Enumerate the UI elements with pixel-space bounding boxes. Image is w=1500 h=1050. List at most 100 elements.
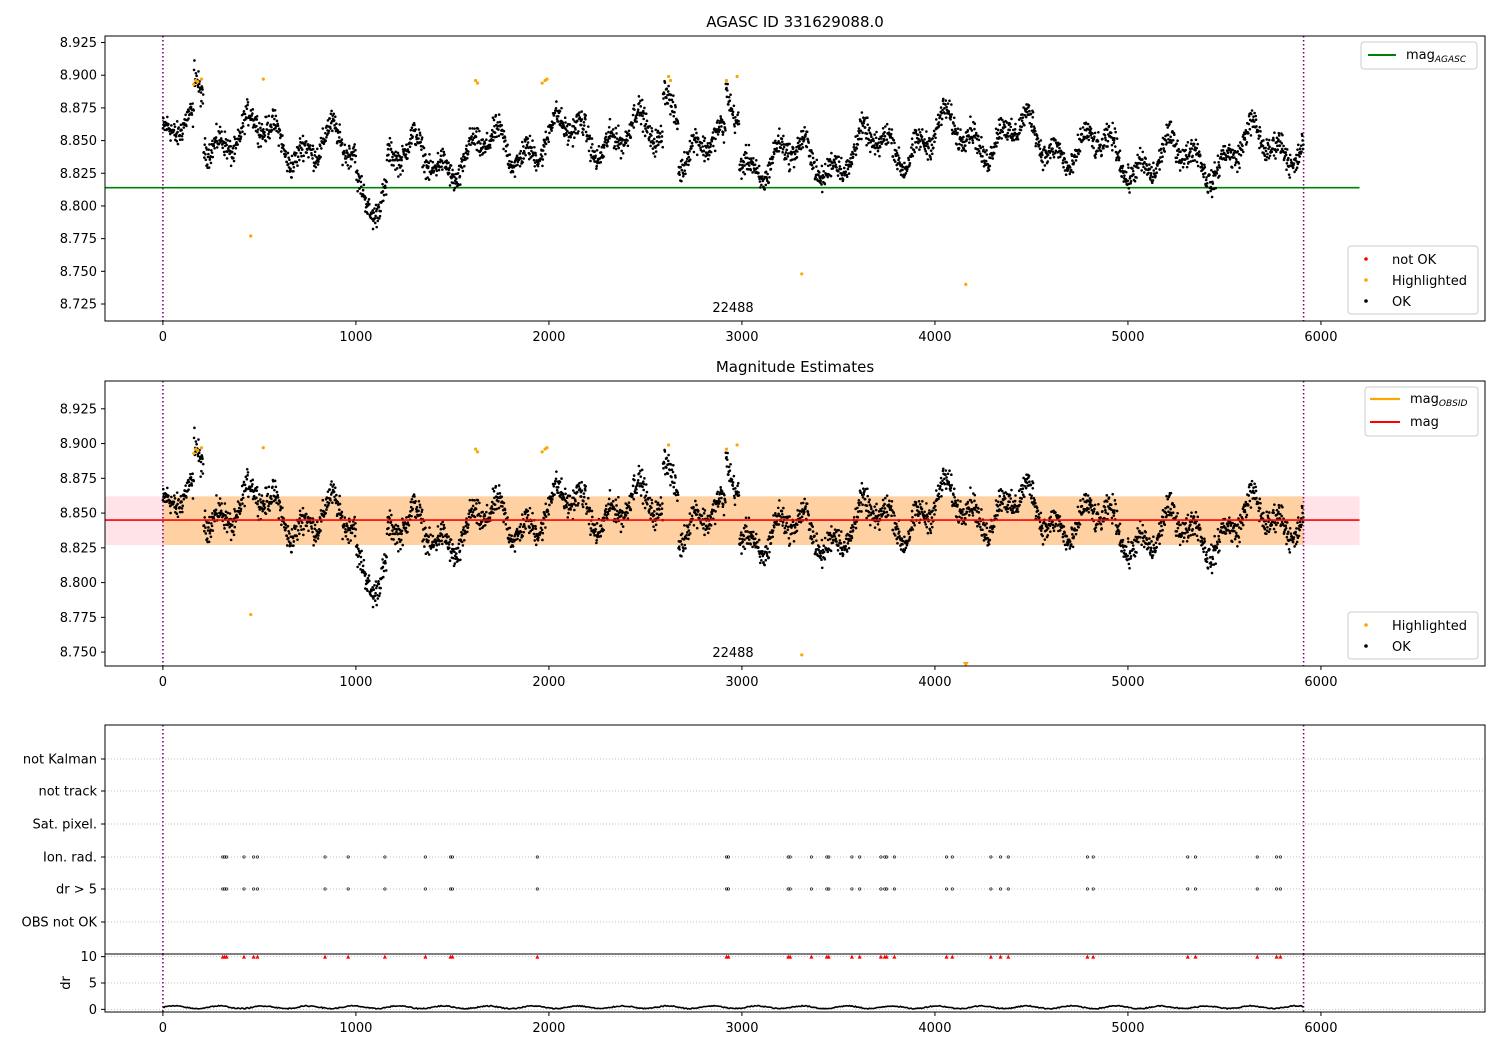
ok-point <box>1165 123 1168 127</box>
panel-agasc-ok-points <box>161 59 1305 231</box>
ok-point <box>642 117 645 121</box>
ok-point <box>359 568 362 571</box>
ok-point <box>798 512 801 516</box>
ok-point <box>693 511 697 514</box>
ok-point <box>203 509 207 513</box>
ok-point <box>688 512 692 515</box>
ok-point <box>438 534 442 538</box>
ok-point <box>392 164 395 167</box>
ok-point <box>563 487 567 491</box>
ok-point <box>720 125 723 128</box>
ok-point <box>977 149 981 153</box>
ok-point <box>686 531 689 534</box>
ok-point <box>925 152 929 156</box>
ok-point <box>497 484 501 487</box>
ok-point <box>612 133 615 137</box>
ok-point <box>204 152 207 156</box>
ok-point <box>182 126 186 129</box>
ok-point <box>235 140 238 144</box>
ok-point <box>635 116 638 120</box>
ok-point <box>725 455 728 459</box>
ok-point <box>1265 138 1269 141</box>
ok-point <box>1112 139 1116 142</box>
ok-point <box>1253 111 1256 115</box>
ok-point <box>479 514 482 518</box>
ok-point <box>666 90 670 93</box>
ok-point <box>716 119 720 122</box>
ok-point <box>1172 133 1176 137</box>
ok-point <box>194 440 198 443</box>
ok-point <box>428 526 431 529</box>
ok-point <box>1272 154 1276 157</box>
ok-point <box>454 177 458 180</box>
ok-point <box>320 147 323 150</box>
ok-point <box>739 531 743 534</box>
ok-point <box>1274 157 1277 160</box>
ok-point <box>450 551 453 555</box>
ok-point <box>765 552 769 555</box>
ok-point <box>522 157 526 160</box>
ok-point <box>236 515 240 519</box>
ok-point <box>1075 155 1079 159</box>
ok-point <box>1091 132 1094 135</box>
ok-point <box>241 502 244 505</box>
ok-point <box>1300 134 1304 138</box>
ok-point <box>742 160 746 164</box>
ok-point <box>665 456 669 460</box>
ok-point <box>201 102 205 105</box>
ok-point <box>464 158 467 161</box>
panel-agasc-obsid-lines <box>162 36 1305 321</box>
ok-point <box>327 129 331 133</box>
ok-point <box>207 526 210 529</box>
ok-point <box>1148 167 1152 171</box>
ok-point <box>572 496 575 500</box>
ok-point <box>857 129 860 133</box>
ok-point <box>278 129 282 132</box>
ok-point <box>747 164 751 167</box>
ok-point <box>520 513 524 516</box>
ok-point <box>452 564 456 568</box>
ok-point <box>638 111 642 115</box>
ok-point <box>492 138 495 142</box>
ok-point <box>461 544 465 547</box>
ok-point <box>388 532 392 536</box>
ok-point <box>471 132 475 136</box>
ok-point <box>523 151 526 155</box>
ok-point <box>184 484 187 487</box>
ok-point <box>374 591 377 595</box>
ok-point <box>548 503 551 507</box>
ok-point <box>518 152 522 155</box>
ok-point <box>820 190 824 194</box>
ok-point <box>1252 120 1256 123</box>
ok-point <box>1030 123 1033 126</box>
ok-point <box>289 167 292 171</box>
ok-point <box>207 540 211 544</box>
ok-point <box>879 137 883 140</box>
ok-point <box>753 163 757 166</box>
ok-point <box>591 142 594 146</box>
ok-point <box>1046 153 1050 157</box>
ok-point <box>652 137 656 141</box>
ok-point <box>597 144 601 148</box>
ok-point <box>792 165 796 169</box>
ok-point <box>313 527 317 531</box>
ok-point <box>1169 135 1172 139</box>
ok-point <box>311 530 314 534</box>
ok-point <box>266 128 269 132</box>
ok-point <box>787 537 791 540</box>
ok-point <box>941 97 945 101</box>
ok-point <box>448 540 451 544</box>
ok-point <box>287 536 290 540</box>
ok-point <box>764 545 768 548</box>
ok-point <box>164 492 168 496</box>
ok-point <box>584 130 588 134</box>
ok-point <box>464 524 468 528</box>
ok-point <box>378 214 382 218</box>
ok-point <box>211 529 215 532</box>
ok-point <box>1285 148 1289 151</box>
ok-point <box>640 482 644 485</box>
ok-point <box>565 133 568 137</box>
ok-point <box>296 538 299 541</box>
ok-point <box>1206 181 1209 185</box>
ok-point <box>821 548 825 552</box>
